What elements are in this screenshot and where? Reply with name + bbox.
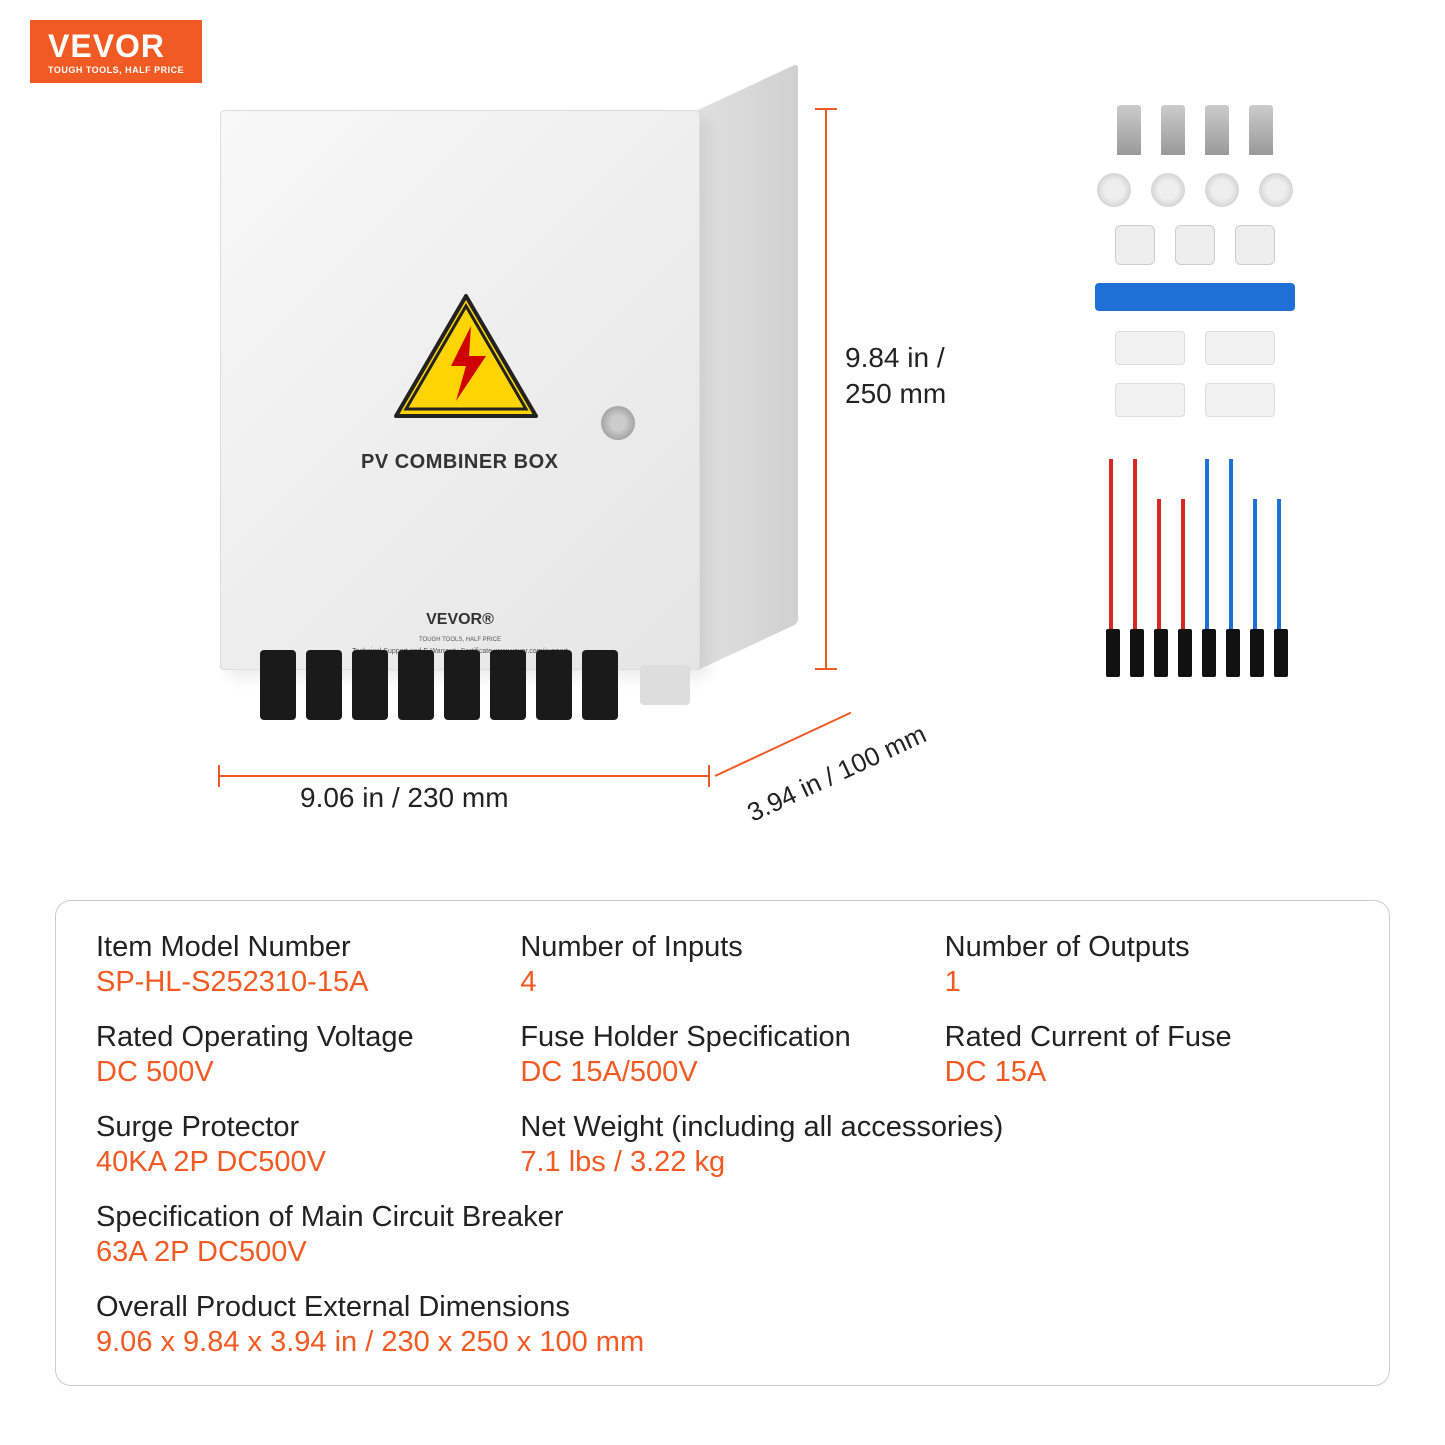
accessories-area (1020, 105, 1370, 677)
spec-value: SP-HL-S252310-15A (96, 966, 500, 999)
spec-label: Surge Protector (96, 1111, 500, 1144)
screws-row (1020, 105, 1370, 155)
screw-icon (1117, 105, 1141, 155)
dimension-tick (815, 668, 837, 670)
cable-icon (1202, 459, 1212, 677)
combiner-box: PV COMBINER BOX VEVOR® TOUGH TOOLS, HALF… (220, 110, 700, 670)
dimension-tick (815, 108, 837, 110)
spec-value: DC 500V (96, 1056, 500, 1089)
gland-icon (1115, 225, 1155, 265)
spec-value: 9.06 x 9.84 x 3.94 in / 230 x 250 x 100 … (96, 1326, 1349, 1359)
cable-icon (1274, 499, 1284, 677)
connector (352, 650, 388, 720)
nut-icon (1205, 173, 1239, 207)
spec-label: Net Weight (including all accessories) (520, 1111, 1349, 1144)
spec-value: 63A 2P DC500V (96, 1236, 1349, 1269)
brand-name: VEVOR (48, 28, 184, 65)
spec-grid: Item Model Number SP-HL-S252310-15A Numb… (96, 931, 1349, 1359)
connectors-row (260, 650, 618, 720)
spec-label: Rated Operating Voltage (96, 1021, 500, 1054)
spec-fuse-holder: Fuse Holder Specification DC 15A/500V (520, 1021, 924, 1089)
spec-label: Item Model Number (96, 931, 500, 964)
dimension-width-label: 9.06 in / 230 mm (300, 782, 509, 814)
product-area: PV COMBINER BOX VEVOR® TOUGH TOOLS, HALF… (200, 80, 850, 800)
glands-row (1020, 225, 1370, 265)
dimension-tick (218, 765, 220, 787)
spec-value: 1 (945, 966, 1349, 999)
spec-value: DC 15A/500V (520, 1056, 924, 1089)
dimension-height-line (825, 110, 827, 670)
nut-icon (1151, 173, 1185, 207)
brand-tagline: TOUGH TOOLS, HALF PRICE (48, 65, 184, 75)
connector (490, 650, 526, 720)
spec-surge: Surge Protector 40KA 2P DC500V (96, 1111, 500, 1179)
dimension-tick (708, 765, 710, 787)
spec-fuse-current: Rated Current of Fuse DC 15A (945, 1021, 1349, 1089)
spec-weight: Net Weight (including all accessories) 7… (520, 1111, 1349, 1179)
cable-icon (1106, 459, 1116, 677)
spec-model: Item Model Number SP-HL-S252310-15A (96, 931, 500, 999)
connector (582, 650, 618, 720)
warning-triangle-icon (391, 291, 541, 426)
cable-icon (1154, 499, 1164, 677)
nut-icon (1097, 173, 1131, 207)
clip-icon (1205, 331, 1275, 365)
box-brand: VEVOR® (221, 611, 699, 629)
box-side (698, 63, 798, 670)
clip-icon (1205, 383, 1275, 417)
spec-label: Specification of Main Circuit Breaker (96, 1201, 1349, 1234)
cable-icon (1226, 459, 1236, 677)
connector (536, 650, 572, 720)
clips-row (1020, 383, 1370, 417)
cable-icon (1178, 499, 1188, 677)
nut-icon (1259, 173, 1293, 207)
connector (260, 650, 296, 720)
spec-value: 4 (520, 966, 924, 999)
spec-value: 40KA 2P DC500V (96, 1146, 500, 1179)
spec-breaker: Specification of Main Circuit Breaker 63… (96, 1201, 1349, 1269)
nuts-row (1020, 173, 1370, 207)
connector (398, 650, 434, 720)
box-label: PV COMBINER BOX (361, 451, 559, 474)
cable-icon (1250, 499, 1260, 677)
spec-label: Rated Current of Fuse (945, 1021, 1349, 1054)
wrench-icon (1095, 283, 1295, 311)
screw-icon (1161, 105, 1185, 155)
screw-icon (1249, 105, 1273, 155)
spec-voltage: Rated Operating Voltage DC 500V (96, 1021, 500, 1089)
spec-value: 7.1 lbs / 3.22 kg (520, 1146, 1349, 1179)
dimension-height-label: 9.84 in / 250 mm (845, 340, 946, 413)
brand-badge: VEVOR TOUGH TOOLS, HALF PRICE (30, 20, 202, 83)
spec-label: Overall Product External Dimensions (96, 1291, 1349, 1324)
connector (444, 650, 480, 720)
spec-value: DC 15A (945, 1056, 1349, 1089)
spec-label: Number of Outputs (945, 931, 1349, 964)
clip-icon (1115, 383, 1185, 417)
spec-inputs: Number of Inputs 4 (520, 931, 924, 999)
clips-row (1020, 331, 1370, 365)
connector (306, 650, 342, 720)
spec-outputs: Number of Outputs 1 (945, 931, 1349, 999)
cable-icon (1130, 459, 1140, 677)
lock-icon (601, 406, 635, 440)
dimension-width-line (220, 775, 710, 777)
gland-icon (1175, 225, 1215, 265)
spec-label: Fuse Holder Specification (520, 1021, 924, 1054)
spec-label: Number of Inputs (520, 931, 924, 964)
outlet (640, 665, 690, 705)
box-brand-sub: TOUGH TOOLS, HALF PRICE (221, 637, 699, 643)
gland-icon (1235, 225, 1275, 265)
cables-row (1020, 437, 1370, 677)
spec-overall: Overall Product External Dimensions 9.06… (96, 1291, 1349, 1359)
screw-icon (1205, 105, 1229, 155)
clip-icon (1115, 331, 1185, 365)
spec-panel: Item Model Number SP-HL-S252310-15A Numb… (55, 900, 1390, 1386)
